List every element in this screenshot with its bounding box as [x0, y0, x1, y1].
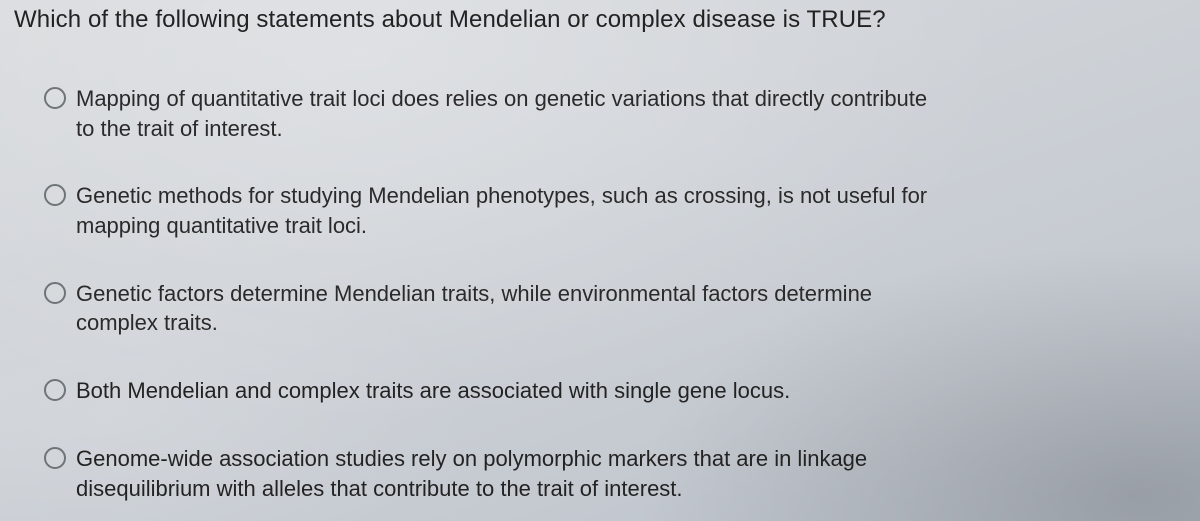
option-b[interactable]: Genetic methods for studying Mendelian p…: [44, 181, 1060, 240]
radio-d[interactable]: [44, 379, 66, 401]
option-d[interactable]: Both Mendelian and complex traits are as…: [44, 376, 1060, 406]
radio-e[interactable]: [44, 447, 66, 469]
options-list: Mapping of quantitative trait loci does …: [44, 84, 1060, 503]
option-a[interactable]: Mapping of quantitative trait loci does …: [44, 84, 1060, 143]
option-c-text: Genetic factors determine Mendelian trai…: [76, 279, 936, 338]
option-e[interactable]: Genome-wide association studies rely on …: [44, 444, 1060, 503]
option-c[interactable]: Genetic factors determine Mendelian trai…: [44, 279, 1060, 338]
option-a-text: Mapping of quantitative trait loci does …: [76, 84, 936, 143]
option-d-text: Both Mendelian and complex traits are as…: [76, 376, 790, 406]
radio-b[interactable]: [44, 184, 66, 206]
radio-a[interactable]: [44, 87, 66, 109]
option-e-text: Genome-wide association studies rely on …: [76, 444, 936, 503]
radio-c[interactable]: [44, 282, 66, 304]
option-b-text: Genetic methods for studying Mendelian p…: [76, 181, 936, 240]
question-stem: Which of the following statements about …: [14, 4, 1180, 36]
